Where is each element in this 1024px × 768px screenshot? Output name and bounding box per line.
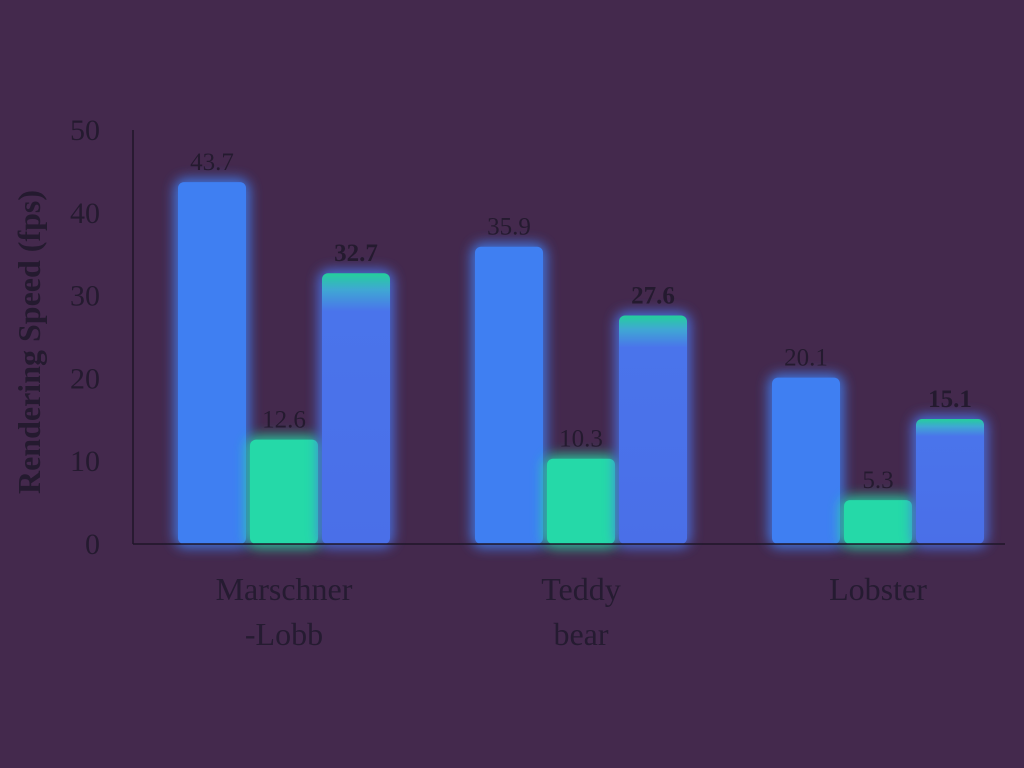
y-tick-label: 20	[70, 362, 100, 395]
data-label: 27.6	[631, 282, 675, 309]
data-label: 15.1	[928, 386, 972, 413]
data-label: 10.3	[559, 426, 603, 453]
bar-series2-1	[547, 458, 615, 544]
bar-series3-0	[322, 273, 390, 544]
category-label: bear	[553, 616, 608, 652]
y-tick-label: 10	[70, 445, 100, 478]
data-label: 35.9	[487, 214, 531, 241]
bars-layer	[174, 178, 988, 549]
bar-series3-2	[916, 418, 984, 544]
category-label: Lobster	[829, 571, 927, 607]
y-tick-label: 50	[70, 114, 100, 147]
bar-series1-0	[178, 182, 246, 544]
bar-series2-2	[844, 500, 912, 544]
data-label: 43.7	[190, 149, 234, 176]
y-axis-title: Rendering Speed (fps)	[11, 190, 47, 494]
data-label: 5.3	[862, 467, 893, 494]
bar-series2-0	[250, 439, 318, 544]
axes: 0 10 20 30 40 50 Rendering Speed (fps)	[11, 114, 1005, 561]
y-tick-label: 40	[70, 197, 100, 230]
data-label: 12.6	[262, 407, 306, 434]
y-tick-label: 0	[85, 528, 100, 561]
category-label: Marschner	[216, 571, 353, 607]
y-tick-label: 30	[70, 280, 100, 313]
bar-series3-1	[619, 315, 687, 544]
data-label: 32.7	[334, 240, 378, 267]
labels-layer: 43.7 35.9 20.1 12.6 10.3 5.3 32.7 27.6 15.1 Marsc…	[190, 149, 972, 652]
category-label: Teddy	[541, 571, 621, 607]
data-label: 20.1	[784, 345, 828, 372]
bar-series1-2	[772, 377, 840, 544]
bar-series1-1	[475, 246, 543, 545]
category-label: -Lobb	[245, 616, 323, 652]
